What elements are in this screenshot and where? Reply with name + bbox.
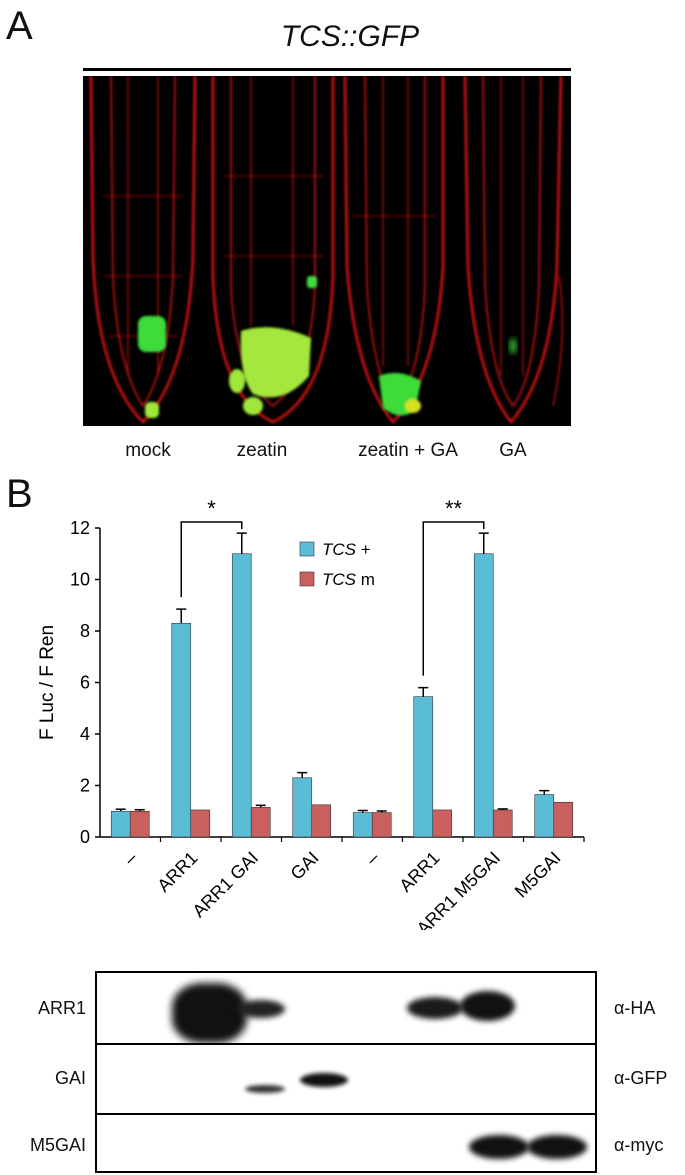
condition-label-ga: GA <box>499 440 527 461</box>
significance-label: * <box>207 496 216 521</box>
root-zeatin <box>211 76 335 424</box>
band-arr1-lane6 <box>407 997 463 1019</box>
bar <box>492 809 513 838</box>
blot-label-gai: GAI <box>54 1068 86 1088</box>
y-tick-label: 2 <box>80 776 90 796</box>
gfp-signal-mock <box>138 316 166 418</box>
y-tick-label: 0 <box>80 827 90 847</box>
gfp-signal-zeatin-ga <box>379 372 421 416</box>
panel-b-letter: B <box>6 472 33 516</box>
x-tick-label: GAI <box>287 848 323 884</box>
blot-myc <box>95 1113 597 1173</box>
condition-label-zeatin: zeatin <box>236 440 288 461</box>
bar <box>292 777 313 838</box>
x-tick-label: M5GAI <box>511 848 565 902</box>
significance-label: ** <box>445 496 463 521</box>
bar <box>171 622 192 838</box>
x-tick-label: – <box>120 848 141 869</box>
bar <box>250 807 271 838</box>
x-tick-label: ARR1 GAI <box>189 848 263 922</box>
panel-a-title: TCS::GFP <box>280 20 420 53</box>
bar <box>553 801 574 838</box>
root-ga <box>463 76 563 424</box>
significance-bracket <box>180 521 243 598</box>
x-tick-label: ARR1 <box>395 848 443 896</box>
title-underline <box>83 68 571 71</box>
antibody-label-gfp: α-GFP <box>614 1068 668 1088</box>
bar <box>190 809 211 838</box>
bar <box>371 812 392 838</box>
y-tick-label: 12 <box>70 518 90 538</box>
antibody-label-ha: α-HA <box>614 998 656 1018</box>
gfp-signal-zeatin <box>229 276 317 415</box>
y-tick-label: 6 <box>80 673 90 693</box>
bar <box>231 553 252 838</box>
root-mock <box>89 76 197 424</box>
band-m5gai-lane7 <box>469 1135 529 1159</box>
band-arr1-lane3 <box>237 1000 285 1018</box>
gfp-signal-ga <box>509 338 517 354</box>
x-tick-label: ARR1 <box>153 848 201 896</box>
significance-bracket <box>422 521 485 676</box>
condition-label-zeatin-ga: zeatin + GA <box>358 440 458 461</box>
root-tips-figure <box>89 76 563 424</box>
bar <box>473 553 494 838</box>
band-gai-lane4 <box>300 1073 348 1087</box>
bar <box>311 804 332 838</box>
bar <box>534 794 555 838</box>
blot-label-arr1: ARR1 <box>37 998 86 1018</box>
bar <box>413 696 434 838</box>
bar <box>129 810 150 838</box>
legend-swatch <box>299 541 315 557</box>
blot-label-m5gai: M5GAI <box>29 1135 86 1155</box>
y-tick-label: 10 <box>70 570 90 590</box>
condition-label-mock: mock <box>125 440 171 461</box>
panel-a-letter: A <box>6 4 33 48</box>
x-tick-label: – <box>362 848 383 869</box>
y-axis-label: F Luc / F Ren <box>37 625 58 740</box>
bar <box>352 812 373 838</box>
microscopy-image <box>83 76 571 426</box>
legend-swatch <box>299 571 315 587</box>
antibody-label-myc: α-myc <box>614 1135 664 1155</box>
blot-ha <box>95 971 597 1051</box>
y-tick-label: 4 <box>80 724 90 744</box>
band-arr1-lane2 <box>172 983 247 1043</box>
bar <box>110 810 131 838</box>
band-m5gai-lane8 <box>527 1135 587 1159</box>
band-gai-lane3 <box>245 1085 285 1093</box>
bar <box>432 809 453 838</box>
blot-gfp <box>95 1043 597 1123</box>
root-zeatin-ga <box>343 76 445 424</box>
band-arr1-lane7 <box>460 991 515 1021</box>
legend-label: TCS m <box>322 570 375 589</box>
legend-label: TCS + <box>322 540 371 559</box>
y-tick-label: 8 <box>80 621 90 641</box>
